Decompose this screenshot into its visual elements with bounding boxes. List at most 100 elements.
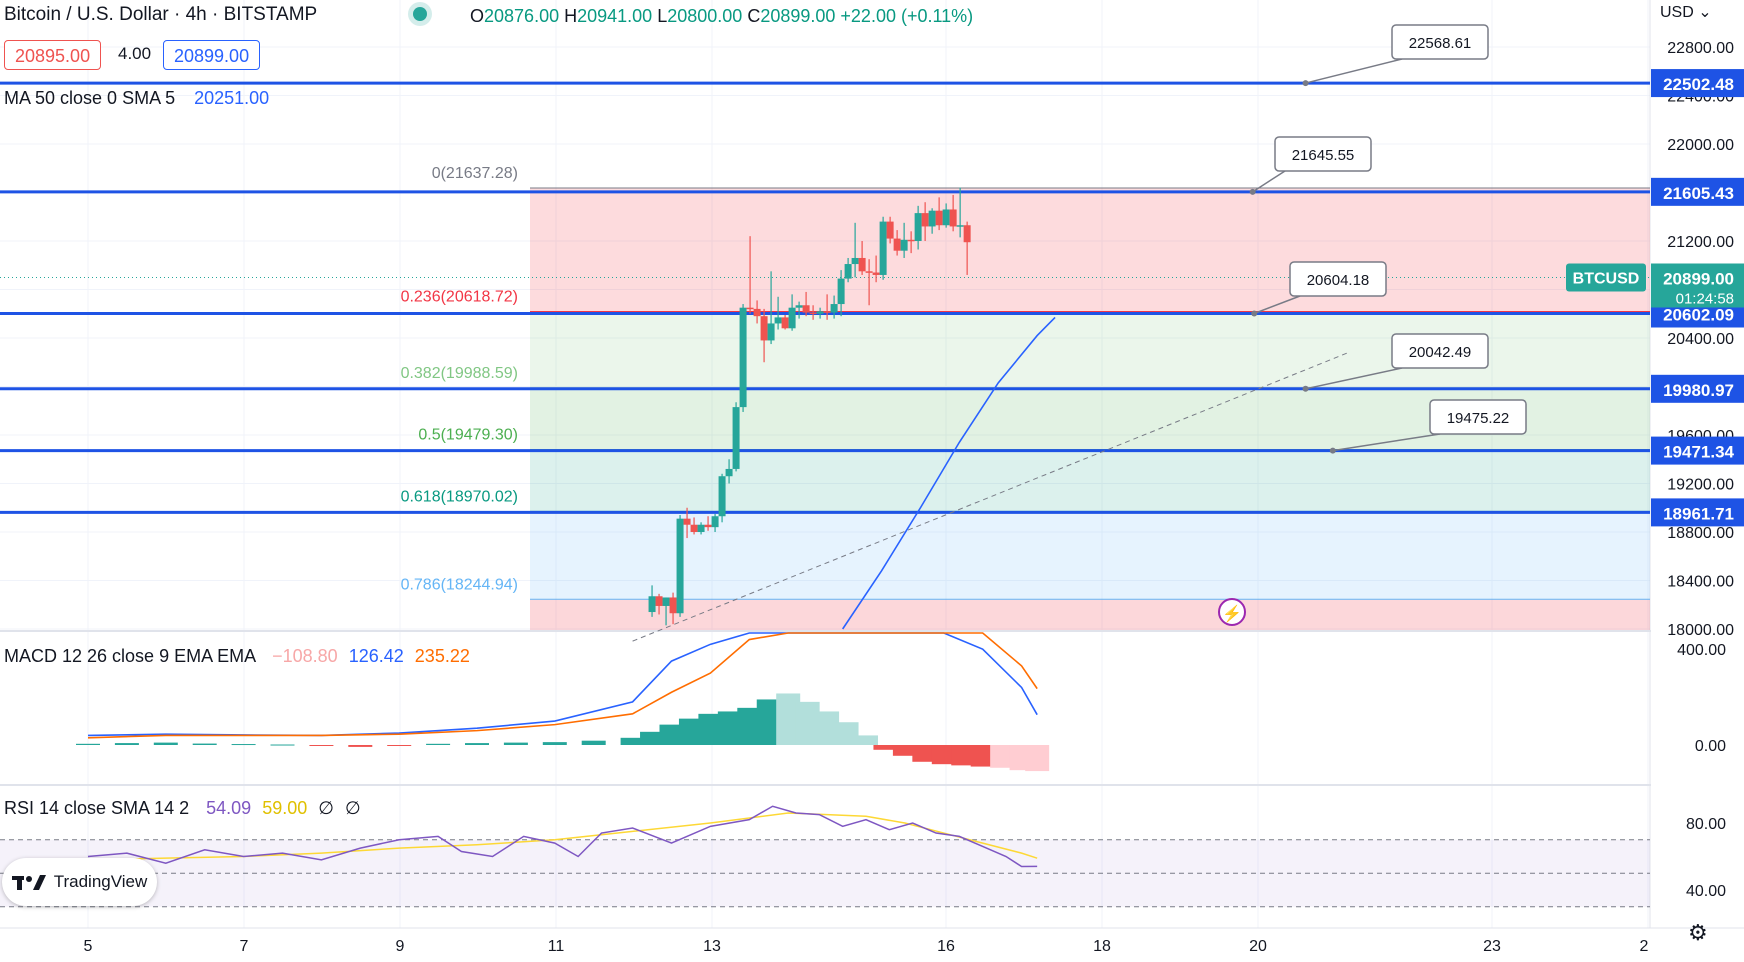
ma-legend[interactable]: MA 50 close 0 SMA 5 20251.00 bbox=[4, 88, 269, 109]
callout-label: 20042.49 bbox=[1409, 344, 1472, 361]
macd-hist-bar bbox=[892, 745, 917, 756]
candle-body bbox=[844, 264, 852, 279]
low-value: 20800.00 bbox=[667, 6, 743, 26]
time-tick-label: 2 bbox=[1640, 938, 1649, 955]
high-value: 20941.00 bbox=[577, 6, 653, 26]
candle-body bbox=[942, 209, 950, 226]
candle-body bbox=[676, 518, 684, 614]
candle-body bbox=[921, 213, 929, 227]
macd-signal-value: 235.22 bbox=[414, 646, 470, 666]
chevron-down-icon: ⌄ bbox=[1693, 4, 1712, 21]
rsi-tick-label: 40.00 bbox=[1686, 883, 1726, 900]
price-tick-label: 18000.00 bbox=[1667, 622, 1734, 639]
rsi-value: 54.09 bbox=[206, 798, 252, 818]
macd-hist-bar bbox=[873, 745, 898, 750]
macd-hist-bar bbox=[114, 743, 139, 745]
fib-zone bbox=[530, 511, 1650, 600]
price-tick-label: 22000.00 bbox=[1667, 137, 1734, 154]
high-label: H bbox=[564, 6, 578, 26]
macd-hist-bar bbox=[659, 724, 684, 745]
labels: 22568.61 21645.55 20604.18 20042.49 19475.22 bbox=[1249, 24, 1527, 454]
macd-hist-bar bbox=[834, 722, 859, 745]
callout-box bbox=[1289, 261, 1387, 297]
rsi-legend[interactable]: RSI 14 close SMA 14 2 54.09 59.00 ∅ ∅ bbox=[4, 798, 361, 819]
callout-anchor bbox=[1251, 310, 1258, 317]
macd-hist-bar bbox=[1025, 745, 1050, 772]
spread-value: 4.00 bbox=[118, 44, 152, 63]
horizontal-lines[interactable] bbox=[0, 81, 1650, 514]
callout-anchor bbox=[1249, 188, 1256, 195]
macd-legend[interactable]: MACD 12 26 close 9 EMA EMA −108.80 126.4… bbox=[4, 646, 470, 667]
candle-body bbox=[858, 257, 866, 272]
macd-signal-line bbox=[87, 632, 1038, 739]
macd-hist-bar bbox=[503, 742, 528, 745]
low-label: L bbox=[657, 6, 668, 26]
hline-price-tag bbox=[1651, 498, 1744, 527]
macd-tick-label: 0.00 bbox=[1695, 738, 1726, 755]
candle-body bbox=[648, 596, 656, 613]
rsi-line bbox=[87, 805, 1038, 868]
candle-body bbox=[830, 304, 838, 313]
candle-body bbox=[788, 307, 796, 329]
candle-body bbox=[774, 317, 782, 324]
fibonacci-retracement[interactable]: 0(21637.28) 0.236(20618.72) 0.382(19988.59… bbox=[401, 165, 1650, 630]
candle-body bbox=[872, 272, 880, 275]
candle-body bbox=[802, 305, 810, 313]
macd-hist-bar bbox=[309, 745, 334, 746]
candle-body bbox=[760, 316, 768, 341]
rsi-pane bbox=[0, 805, 1650, 908]
macd-hist-bar bbox=[153, 742, 178, 745]
hline-price-tag bbox=[1651, 436, 1744, 465]
price-tick-label: 18800.00 bbox=[1667, 525, 1734, 542]
symbol-tag bbox=[1566, 263, 1646, 292]
macd-hist-bar bbox=[76, 743, 100, 745]
macd-hist-bar bbox=[270, 744, 295, 746]
time-tick-label: 13 bbox=[703, 938, 721, 955]
symbol-tag-label: BTCUSD bbox=[1573, 270, 1640, 287]
macd-hist-bar bbox=[912, 745, 937, 762]
callout-label: 22568.61 bbox=[1409, 35, 1472, 52]
rsi-tick-label: 80.00 bbox=[1686, 816, 1726, 833]
callout-anchor bbox=[1302, 385, 1309, 392]
currency-selector[interactable]: USD ⌄ bbox=[1660, 2, 1712, 22]
candle-body bbox=[823, 311, 831, 313]
hline-price-label: 19980.97 bbox=[1663, 381, 1734, 400]
symbol-title[interactable]: Bitcoin / U.S. Dollar · 4h · BITSTAMP bbox=[4, 4, 318, 25]
current-price-tag bbox=[1651, 263, 1744, 308]
candle-body bbox=[956, 225, 964, 227]
buy-button[interactable]: 20899.00 bbox=[163, 40, 261, 70]
macd-hist-bar bbox=[465, 743, 489, 745]
lightning-glyph: ⚡ bbox=[1222, 604, 1242, 623]
time-tick-label: 20 bbox=[1249, 938, 1267, 955]
current-price-label: 20899.00 bbox=[1663, 269, 1734, 288]
macd-line-value: 126.42 bbox=[348, 646, 404, 666]
macd-hist-bar bbox=[387, 745, 412, 746]
macd-hist-bar bbox=[231, 744, 256, 746]
candle-body bbox=[767, 323, 775, 341]
sell-button[interactable]: 20895.00 bbox=[4, 40, 102, 70]
settings-gear-icon[interactable]: ⚙ bbox=[1688, 920, 1708, 945]
candle-body bbox=[753, 308, 761, 317]
close-value: 20899.00 bbox=[760, 6, 836, 26]
macd-hist-bar bbox=[854, 735, 878, 745]
hline-price-label: 22502.48 bbox=[1663, 75, 1734, 94]
callout-anchor bbox=[1329, 447, 1336, 454]
candle-body bbox=[879, 221, 887, 275]
hline-price-label: 21605.43 bbox=[1663, 184, 1734, 203]
change-value: +22.00 (+0.11%) bbox=[840, 6, 974, 26]
fib-zone bbox=[530, 599, 1650, 630]
rsi-empty-2: ∅ bbox=[344, 798, 361, 818]
macd-hist-bar bbox=[348, 745, 373, 747]
macd-hist-bar bbox=[542, 742, 567, 745]
price-tick-label: 18400.00 bbox=[1667, 574, 1734, 591]
candle-body bbox=[655, 596, 663, 606]
open-label: O bbox=[470, 6, 485, 26]
callout-label: 20604.18 bbox=[1307, 272, 1370, 289]
callout-pointer bbox=[1253, 295, 1301, 315]
fib-zone bbox=[530, 449, 1650, 512]
callout-pointer bbox=[1252, 170, 1286, 193]
macd-label: MACD 12 26 close 9 EMA EMA bbox=[4, 646, 256, 666]
callout-label: 21645.55 bbox=[1292, 147, 1355, 164]
tradingview-logo[interactable]: TradingView bbox=[2, 858, 157, 906]
